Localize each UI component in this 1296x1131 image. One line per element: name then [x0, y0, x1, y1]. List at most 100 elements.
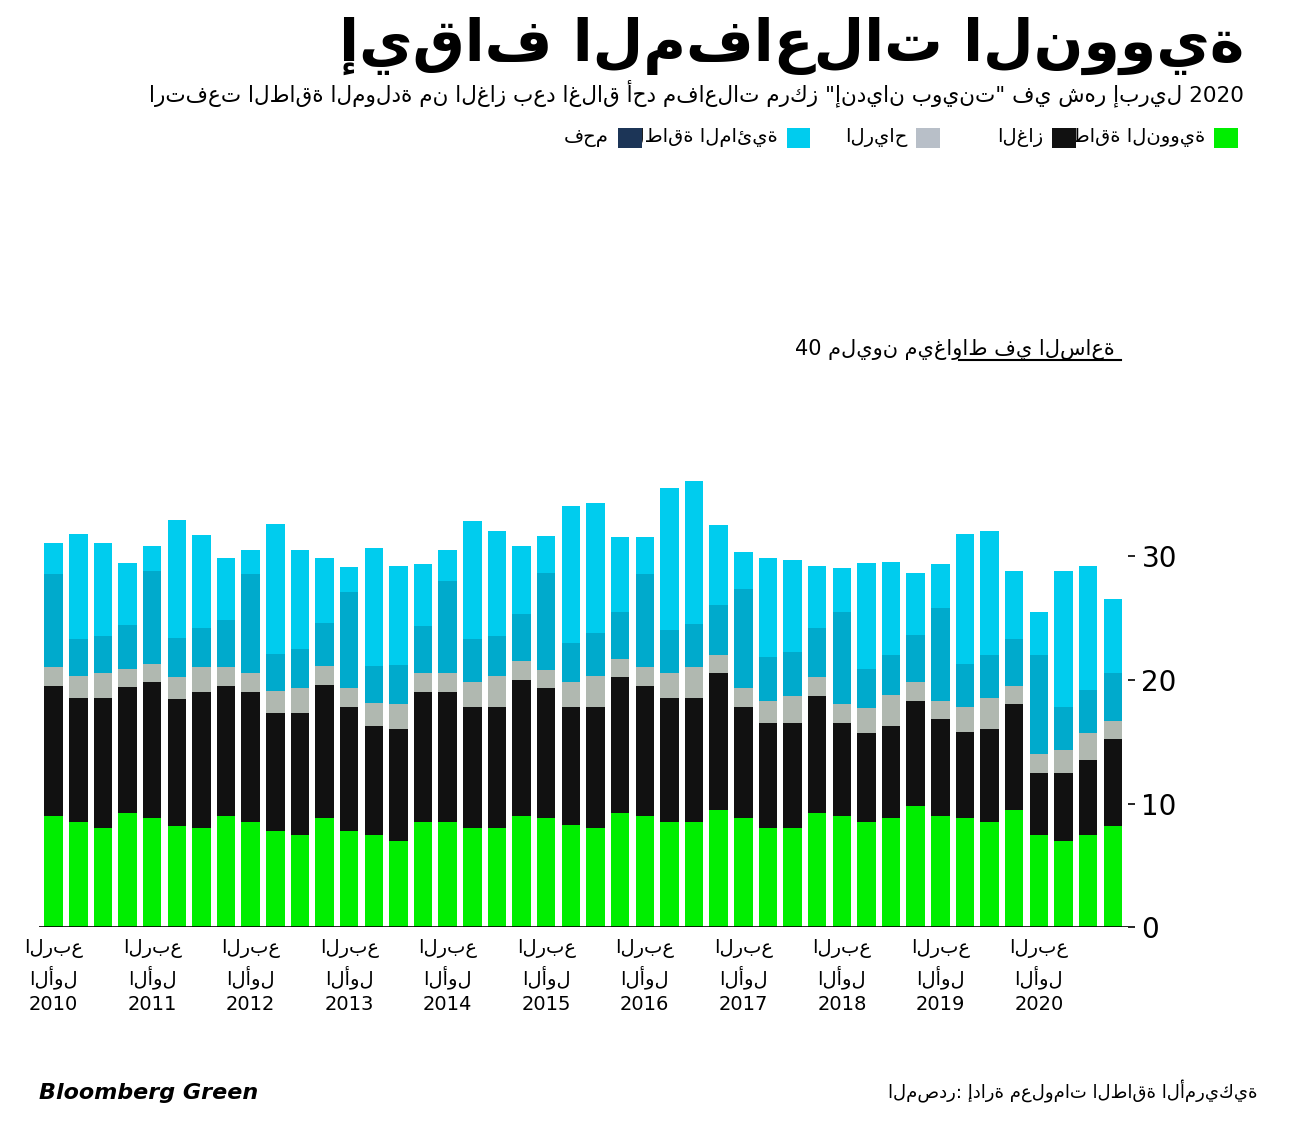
Bar	[758, 828, 778, 927]
Bar	[660, 698, 679, 822]
Bar	[906, 573, 925, 636]
Bar	[1078, 690, 1098, 733]
Bar	[241, 822, 260, 927]
Bar	[832, 568, 851, 612]
Bar	[44, 667, 64, 685]
Bar	[340, 567, 359, 592]
Bar	[881, 562, 901, 655]
Bar	[143, 819, 162, 927]
Bar	[931, 719, 950, 815]
Bar	[487, 707, 507, 828]
Bar	[807, 813, 827, 927]
Bar	[512, 815, 531, 927]
Bar	[118, 688, 137, 813]
Bar	[216, 559, 236, 620]
Bar	[463, 521, 482, 639]
Bar	[980, 698, 999, 729]
Bar	[241, 550, 260, 575]
Bar	[69, 534, 88, 639]
Bar	[1078, 835, 1098, 927]
Bar	[487, 637, 507, 676]
Bar	[857, 733, 876, 822]
Bar	[684, 822, 704, 927]
Bar	[487, 828, 507, 927]
Text: الرياح: الرياح	[845, 129, 907, 147]
Bar	[1103, 599, 1122, 673]
Bar	[413, 564, 433, 627]
Bar	[906, 701, 925, 806]
Bar	[44, 815, 64, 927]
Bar	[290, 835, 310, 927]
Bar	[635, 537, 654, 575]
Bar	[266, 524, 285, 654]
Bar	[537, 536, 556, 573]
Bar	[463, 707, 482, 828]
Bar	[1004, 639, 1024, 685]
Bar	[389, 840, 408, 927]
Bar	[881, 655, 901, 694]
Bar	[610, 677, 630, 813]
Bar	[857, 563, 876, 668]
Bar	[955, 707, 975, 732]
Bar	[931, 564, 950, 607]
Bar	[315, 559, 334, 623]
Bar	[44, 543, 64, 575]
Bar	[1078, 733, 1098, 760]
Bar	[660, 822, 679, 927]
Bar	[118, 813, 137, 927]
Bar	[241, 673, 260, 692]
Bar	[118, 563, 137, 625]
Bar	[44, 575, 64, 667]
Bar	[832, 815, 851, 927]
Bar	[881, 725, 901, 819]
Bar	[241, 575, 260, 673]
Bar	[734, 589, 753, 689]
Bar	[610, 537, 630, 612]
Text: 40 مليون ميغاواط في الساعة: 40 مليون ميغاواط في الساعة	[794, 339, 1115, 361]
Bar	[413, 673, 433, 692]
Bar	[832, 723, 851, 815]
Bar	[931, 701, 950, 719]
Bar	[980, 729, 999, 822]
Bar	[1103, 826, 1122, 927]
Bar	[734, 689, 753, 707]
Bar	[807, 677, 827, 696]
Bar	[69, 639, 88, 676]
Bar	[216, 667, 236, 685]
Bar	[290, 550, 310, 649]
Bar	[512, 662, 531, 680]
Bar	[980, 532, 999, 655]
Bar	[512, 614, 531, 662]
Bar	[413, 822, 433, 927]
Bar	[709, 605, 728, 655]
Bar	[167, 638, 187, 677]
Bar	[709, 673, 728, 810]
Bar	[364, 725, 384, 835]
Bar	[561, 824, 581, 927]
Bar	[1103, 740, 1122, 826]
Bar	[783, 653, 802, 696]
Bar	[561, 642, 581, 682]
Bar	[660, 487, 679, 630]
Bar	[438, 550, 457, 580]
Bar	[1004, 685, 1024, 705]
Bar	[734, 819, 753, 927]
Bar	[487, 676, 507, 707]
Bar	[709, 810, 728, 927]
Bar	[69, 822, 88, 927]
Text: الطاقة النووية: الطاقة النووية	[1052, 129, 1205, 147]
Bar	[69, 676, 88, 698]
Bar	[340, 707, 359, 831]
Bar	[364, 549, 384, 666]
Bar	[290, 689, 310, 714]
Bar	[832, 612, 851, 705]
Bar	[783, 560, 802, 653]
Bar	[709, 525, 728, 605]
Bar	[143, 571, 162, 664]
Bar	[143, 546, 162, 571]
Bar	[857, 822, 876, 927]
Bar	[167, 520, 187, 638]
Bar	[906, 636, 925, 682]
Bar	[881, 819, 901, 927]
Bar	[118, 625, 137, 668]
